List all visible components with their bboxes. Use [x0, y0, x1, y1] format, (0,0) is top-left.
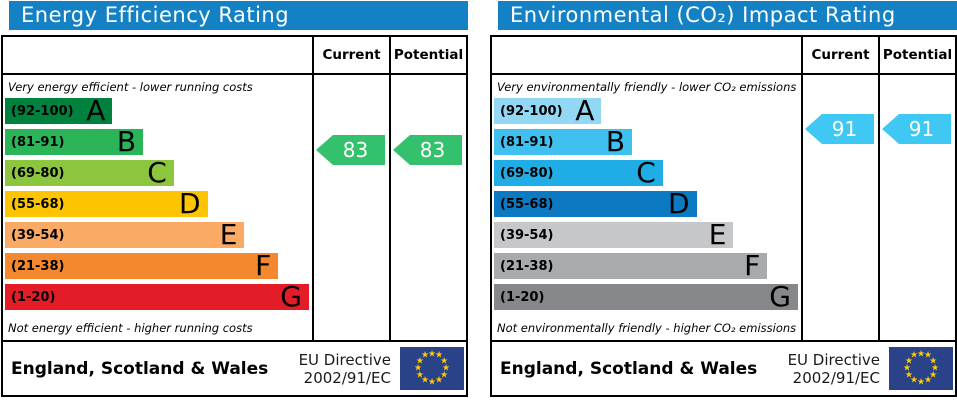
bottom-caption: Not environmentally friendly - higher CO… — [497, 321, 797, 335]
potential-rating-value: 83 — [419, 138, 446, 162]
current-rating-arrow: 83 — [316, 135, 385, 165]
top-caption: Very energy efficient - lower running co… — [8, 80, 253, 94]
potential-rating-value: 91 — [908, 117, 935, 141]
current-column: Current 83 — [312, 37, 389, 340]
current-rating-value: 83 — [342, 138, 369, 162]
band-range: (81-91) — [11, 134, 65, 150]
band-range: (69-80) — [11, 165, 65, 181]
band-range: (55-68) — [11, 196, 65, 212]
band-range: (1-20) — [11, 289, 56, 305]
band-g: (1-20) G — [5, 280, 309, 313]
band-g: (1-20) G — [494, 280, 798, 313]
band-range: (1-20) — [500, 289, 545, 305]
band-letter: A — [575, 94, 595, 127]
panel-footer: England, Scotland & Wales EU Directive 2… — [3, 340, 466, 395]
band-c: (69-80) C — [5, 156, 174, 189]
band-a: (92-100) A — [5, 94, 113, 127]
band-column: Very environmentally friendly - lower CO… — [492, 37, 801, 340]
region-label: England, Scotland & Wales — [11, 358, 269, 379]
empty-header-cell — [3, 37, 312, 75]
band-range: (81-91) — [500, 134, 554, 150]
band-range: (55-68) — [500, 196, 554, 212]
band-list: (92-100) A (81-91) B (69-80) C — [492, 97, 801, 311]
panel-title: Energy Efficiency Rating — [9, 1, 468, 30]
band-list: (92-100) A (81-91) B (69-80) C — [3, 97, 312, 311]
rating-table: Very environmentally friendly - lower CO… — [490, 35, 957, 397]
band-letter: G — [769, 280, 791, 313]
eu-directive-label: EU Directive 2002/91/EC — [298, 350, 391, 387]
band-column: Very energy efficient - lower running co… — [3, 37, 312, 340]
rating-table: Very energy efficient - lower running co… — [1, 35, 468, 397]
panel-title: Environmental (CO₂) Impact Rating — [498, 1, 957, 30]
band-letter: B — [116, 125, 137, 158]
current-rating-value: 91 — [831, 117, 858, 141]
potential-rating-arrow: 91 — [882, 114, 951, 144]
band-letter: G — [280, 280, 302, 313]
band-letter: B — [605, 125, 626, 158]
band-range: (92-100) — [11, 103, 74, 119]
current-rating-arrow: 91 — [805, 114, 874, 144]
eu-directive-label: EU Directive 2002/91/EC — [787, 350, 880, 387]
band-b: (81-91) B — [5, 125, 144, 158]
band-letter: E — [219, 218, 238, 251]
empty-header-cell — [492, 37, 801, 75]
band-range: (69-80) — [500, 165, 554, 181]
band-b: (81-91) B — [494, 125, 633, 158]
band-d: (55-68) D — [494, 187, 697, 220]
band-range: (21-38) — [11, 258, 65, 274]
region-label: England, Scotland & Wales — [500, 358, 758, 379]
potential-column: Potential 91 — [878, 37, 955, 340]
band-a: (92-100) A — [494, 94, 602, 127]
band-letter: F — [744, 249, 761, 282]
band-letter: A — [86, 94, 106, 127]
band-f: (21-38) F — [5, 249, 279, 282]
panel-energy-efficiency: Energy Efficiency Rating Very energy eff… — [1, 1, 468, 404]
band-range: (39-54) — [500, 227, 554, 243]
band-letter: F — [255, 249, 272, 282]
band-d: (55-68) D — [5, 187, 208, 220]
panel-environmental-impact: Environmental (CO₂) Impact Rating Very e… — [490, 1, 957, 404]
band-range: (39-54) — [11, 227, 65, 243]
band-letter: D — [668, 187, 690, 220]
band-letter: C — [147, 156, 167, 189]
band-letter: D — [179, 187, 201, 220]
band-letter: E — [708, 218, 727, 251]
band-range: (92-100) — [500, 103, 563, 119]
eu-flag-icon: ★ ★ ★ ★ ★ ★ ★ ★ ★ ★ ★ ★ — [400, 347, 464, 390]
current-header: Current — [803, 37, 878, 75]
potential-header: Potential — [880, 37, 955, 75]
band-e: (39-54) E — [494, 218, 734, 251]
band-letter: C — [636, 156, 656, 189]
bottom-caption: Not energy efficient - higher running co… — [8, 321, 253, 335]
current-header: Current — [314, 37, 389, 75]
band-e: (39-54) E — [5, 218, 245, 251]
band-c: (69-80) C — [494, 156, 663, 189]
potential-header: Potential — [391, 37, 466, 75]
potential-rating-arrow: 83 — [393, 135, 462, 165]
potential-column: Potential 83 — [389, 37, 466, 340]
top-caption: Very environmentally friendly - lower CO… — [497, 80, 797, 94]
band-f: (21-38) F — [494, 249, 768, 282]
current-column: Current 91 — [801, 37, 878, 340]
panel-footer: England, Scotland & Wales EU Directive 2… — [492, 340, 955, 395]
band-range: (21-38) — [500, 258, 554, 274]
eu-flag-icon: ★ ★ ★ ★ ★ ★ ★ ★ ★ ★ ★ ★ — [889, 347, 953, 390]
